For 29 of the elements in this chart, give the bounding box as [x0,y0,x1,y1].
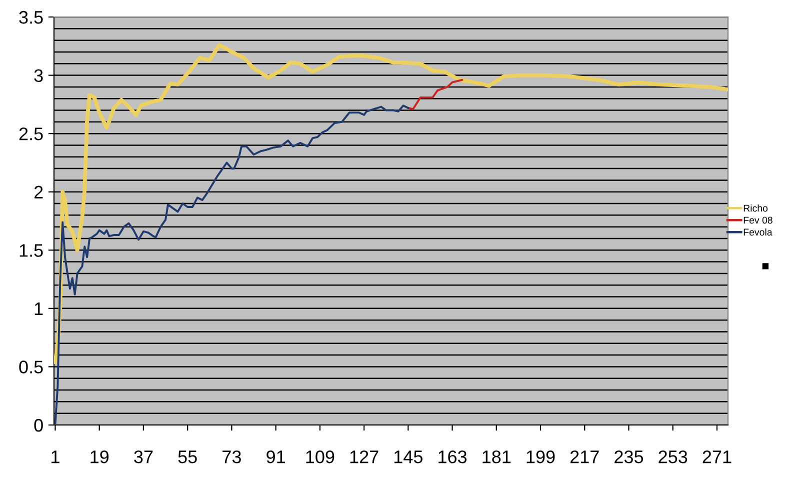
x-tick-label: 55 [178,450,197,464]
x-tick-label: 235 [614,450,644,464]
line-series [407,78,464,110]
x-tick-label: 37 [134,450,153,464]
y-tick-label: 0 [34,418,43,432]
x-tick-label: 199 [526,450,555,464]
x-tick-label: 145 [394,450,422,464]
y-tick-label: 0.5 [19,360,43,374]
x-tick-label: 73 [222,450,241,464]
y-tick-label: 3.5 [19,10,43,24]
x-tick-label: 181 [482,450,511,464]
y-tick-label: 1 [34,302,43,315]
x-tick-label: 217 [570,450,599,464]
x-tick-label: 253 [658,450,688,464]
legend-label: Fev 08 [744,216,772,224]
y-tick-label: 2 [34,186,43,198]
x-tick-label: 19 [90,450,109,464]
x-tick-label: 91 [266,450,285,464]
legend-label: Richo [744,204,768,212]
y-tick-label: 3 [34,69,43,82]
legend-label: Fevola [744,228,772,236]
x-tick-label: 127 [350,450,378,464]
x-tick-label: 271 [702,450,732,464]
y-tick-label: 2.5 [19,128,43,140]
x-tick-label: 1 [52,450,60,464]
x-tick-label: 163 [438,450,467,464]
x-tick-label: 109 [306,450,334,464]
y-tick-label: 1.5 [20,244,43,257]
line-series [54,104,410,425]
